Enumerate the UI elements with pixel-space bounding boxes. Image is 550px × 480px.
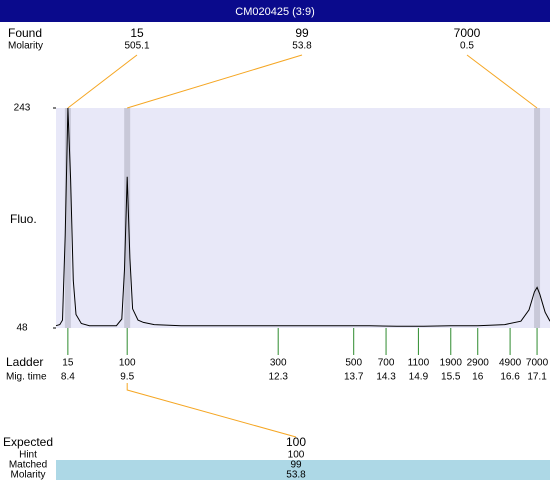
expected-row-value: 100	[288, 450, 305, 461]
ladder-label: Ladder	[6, 355, 43, 369]
expected-label: Expected	[3, 435, 53, 449]
expected-value: 100	[286, 435, 306, 449]
y-tick-label: 48	[16, 323, 28, 334]
ladder-time: 14.9	[409, 372, 429, 383]
plot-area	[56, 108, 550, 328]
matched-band	[56, 460, 550, 480]
found-molarity: 505.1	[124, 41, 149, 52]
found-peak-band	[534, 108, 541, 328]
expected-connector	[126, 383, 297, 438]
ladder-size: 4900	[499, 358, 522, 369]
ladder-time: 15.5	[441, 372, 461, 383]
ladder-size: 700	[378, 358, 395, 369]
ladder-size: 7000	[526, 358, 549, 369]
ladder-size: 1100	[408, 358, 430, 369]
ladder-time: 13.7	[344, 372, 364, 383]
found-sublabel: Molarity	[8, 41, 43, 52]
found-peak-band	[64, 108, 71, 328]
ladder-time: 16	[472, 372, 484, 383]
ladder-size: 500	[345, 358, 362, 369]
ladder-time: 14.3	[376, 372, 396, 383]
found-molarity: 53.8	[292, 41, 312, 52]
found-connector	[127, 54, 303, 109]
ladder-size: 300	[270, 358, 287, 369]
title-bar	[0, 0, 550, 22]
chart-title: CM020425 (3:9)	[235, 6, 315, 18]
ladder-size: 1900	[440, 358, 463, 369]
expected-row-value: 99	[290, 460, 302, 471]
expected-row-label: Hint	[19, 450, 37, 461]
y-tick-label: 243	[14, 103, 31, 114]
found-size: 15	[130, 26, 144, 40]
ladder-size: 100	[119, 358, 136, 369]
ladder-time: 9.5	[120, 372, 134, 383]
found-connector	[67, 54, 138, 109]
ladder-time: 12.3	[268, 372, 288, 383]
expected-row-label: Molarity	[10, 470, 45, 480]
ladder-size: 15	[62, 358, 74, 369]
y-axis-label: Fluo.	[10, 212, 37, 226]
expected-row-value: 53.8	[286, 470, 306, 480]
found-molarity: 0.5	[460, 41, 474, 52]
ladder-time: 8.4	[61, 372, 75, 383]
ladder-time: 17.1	[527, 372, 547, 383]
found-label: Found	[8, 26, 42, 40]
found-peak-band	[124, 108, 131, 328]
found-connector	[466, 54, 538, 109]
expected-row-label: Matched	[9, 460, 47, 471]
ladder-sublabel: Mig. time	[6, 372, 47, 383]
ladder-time: 16.6	[500, 372, 520, 383]
found-size: 7000	[454, 26, 481, 40]
found-size: 99	[295, 26, 309, 40]
trace	[55, 107, 550, 327]
ladder-size: 2900	[467, 358, 490, 369]
